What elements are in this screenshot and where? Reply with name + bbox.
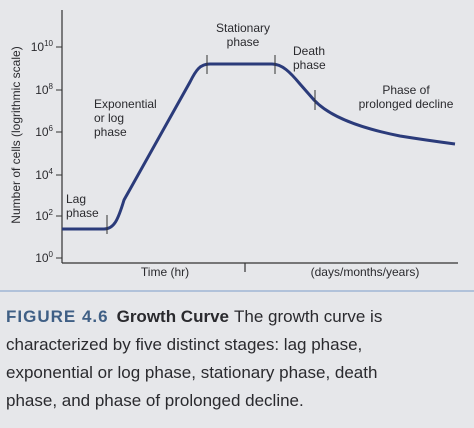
phase-markers — [106, 55, 316, 234]
tick-exp: 8 — [49, 82, 54, 91]
tick-base: 10 — [35, 209, 49, 223]
tick-exp: 4 — [49, 167, 54, 176]
tick-base: 10 — [35, 125, 49, 139]
y-tick-label: 104 — [35, 167, 53, 182]
tick-exp: 6 — [49, 124, 54, 133]
phase-label: phase — [94, 125, 127, 139]
tick-exp: 0 — [49, 250, 54, 259]
y-tick-label: 108 — [35, 82, 53, 97]
phase-label: Death — [293, 44, 325, 58]
figure-title: Growth Curve — [117, 307, 229, 326]
tick-exp: 2 — [49, 208, 54, 217]
phase-label: or log — [94, 111, 124, 125]
tick-base: 10 — [35, 168, 49, 182]
y-axis-label: Number of cells (logrithmic scale) — [9, 46, 23, 223]
x-label: (days/months/years) — [311, 265, 420, 279]
y-tick-label: 102 — [35, 208, 53, 223]
figure-label: FIGURE 4.6 — [6, 307, 109, 326]
x-label: Time (hr) — [141, 265, 189, 279]
caption-line: exponential or log phase, stationary pha… — [6, 363, 377, 382]
tick-base: 10 — [35, 83, 49, 97]
phase-label: Stationary — [216, 21, 270, 35]
phase-label: phase — [227, 35, 260, 49]
y-tick-label: 1010 — [31, 39, 54, 54]
axes — [61, 10, 458, 272]
tick-base: 10 — [35, 251, 49, 265]
caption-line: FIGURE 4.6 Growth Curve The growth curve i… — [6, 307, 382, 326]
y-tick-label: 106 — [35, 124, 53, 139]
caption-line: characterized by five distinct stages: l… — [6, 335, 362, 354]
phase-label: Phase of — [382, 83, 430, 97]
y-tick-label: 100 — [35, 250, 53, 265]
caption-line: phase, and phase of prolonged decline. — [6, 391, 304, 410]
phase-label: Exponential — [94, 97, 157, 111]
phase-label: phase — [293, 58, 326, 72]
phase-label: prolonged decline — [359, 97, 454, 111]
phase-label: phase — [66, 206, 99, 220]
tick-base: 10 — [31, 40, 45, 54]
growth-curve — [62, 62, 456, 231]
phase-label: Lag — [66, 192, 86, 206]
caption-text: The growth curve is — [234, 307, 382, 326]
tick-exp: 10 — [44, 39, 53, 48]
